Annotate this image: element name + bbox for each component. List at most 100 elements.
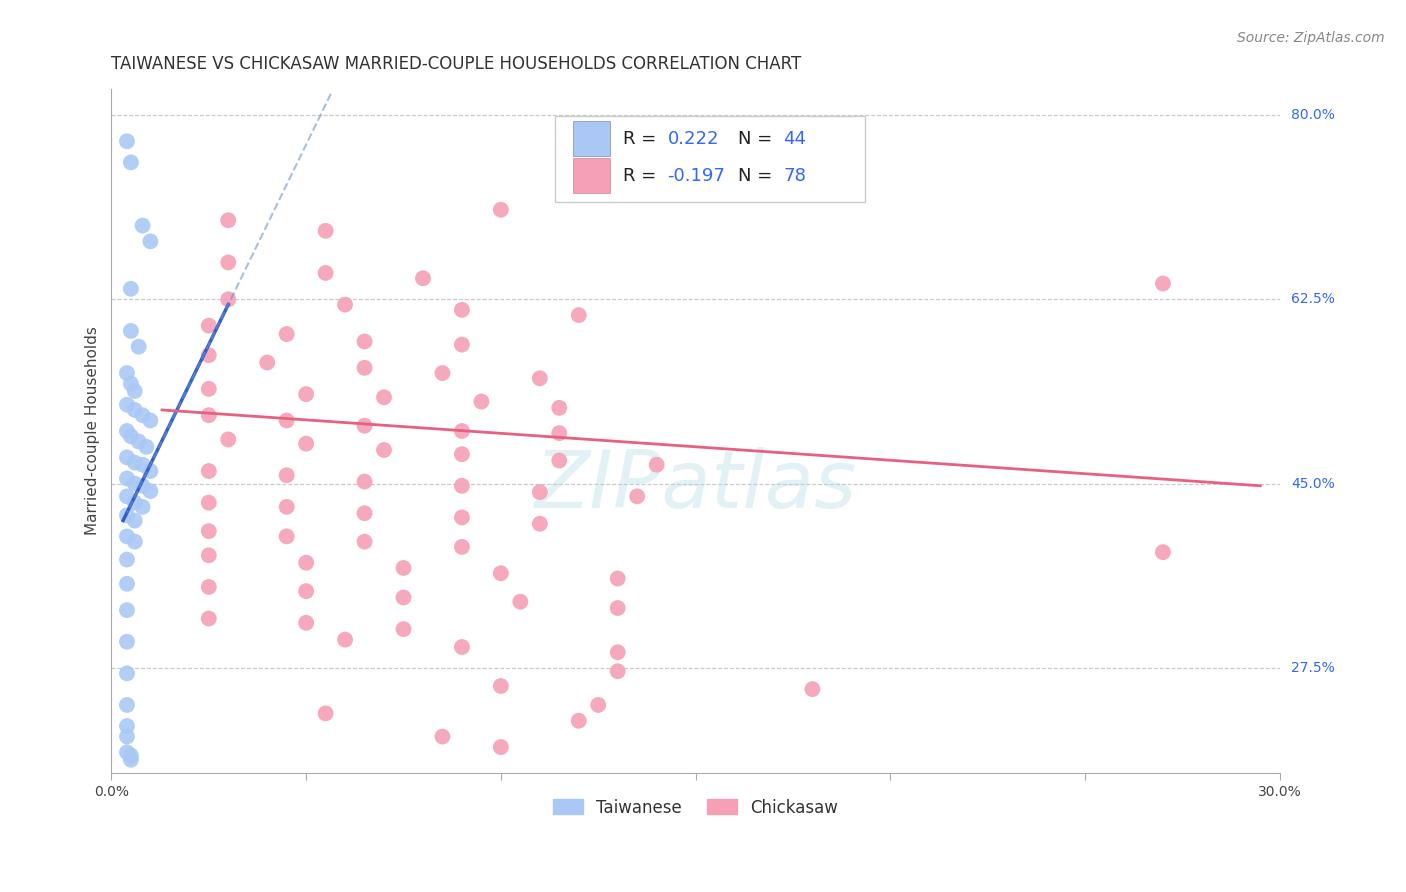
Y-axis label: Married-couple Households: Married-couple Households xyxy=(86,326,100,535)
Point xyxy=(606,601,628,615)
Text: TAIWANESE VS CHICKASAW MARRIED-COUPLE HOUSEHOLDS CORRELATION CHART: TAIWANESE VS CHICKASAW MARRIED-COUPLE HO… xyxy=(111,55,801,73)
Point xyxy=(333,297,356,311)
Point xyxy=(276,529,298,543)
Text: N =: N = xyxy=(738,129,778,147)
Point xyxy=(548,401,571,415)
Point xyxy=(315,266,337,280)
Point xyxy=(128,434,150,449)
Point xyxy=(124,496,146,510)
Point xyxy=(568,308,591,322)
Point xyxy=(120,376,142,391)
Point xyxy=(131,479,153,493)
Point xyxy=(451,424,474,438)
Text: N =: N = xyxy=(738,167,778,185)
Point xyxy=(120,324,142,338)
Point xyxy=(451,540,474,554)
Point xyxy=(392,622,415,636)
Point xyxy=(115,698,138,712)
Point xyxy=(276,500,298,514)
Point xyxy=(115,634,138,648)
Point xyxy=(115,730,138,744)
Legend: Taiwanese, Chickasaw: Taiwanese, Chickasaw xyxy=(547,792,845,823)
Point xyxy=(568,714,591,728)
Point xyxy=(197,580,219,594)
Point xyxy=(131,219,153,233)
Point xyxy=(295,387,318,401)
Point xyxy=(392,591,415,605)
Point xyxy=(217,433,239,447)
Point xyxy=(451,447,474,461)
Point xyxy=(139,413,162,427)
Point xyxy=(197,382,219,396)
Point xyxy=(353,334,375,349)
Point xyxy=(115,489,138,503)
Point xyxy=(120,155,142,169)
Point xyxy=(451,640,474,654)
Text: R =: R = xyxy=(623,167,662,185)
Point xyxy=(295,615,318,630)
Point xyxy=(135,440,157,454)
Point xyxy=(197,524,219,538)
Point xyxy=(115,529,138,543)
Point xyxy=(451,337,474,351)
Point xyxy=(124,456,146,470)
Point xyxy=(197,464,219,478)
FancyBboxPatch shape xyxy=(572,158,610,194)
Point xyxy=(489,740,512,755)
Text: R =: R = xyxy=(623,129,662,147)
Point xyxy=(801,682,824,697)
Text: 0.222: 0.222 xyxy=(668,129,718,147)
Point xyxy=(548,426,571,441)
Point xyxy=(333,632,356,647)
Text: Source: ZipAtlas.com: Source: ZipAtlas.com xyxy=(1237,31,1385,45)
Point xyxy=(124,514,146,528)
Point xyxy=(217,293,239,307)
Point xyxy=(131,500,153,514)
Point xyxy=(548,453,571,467)
Point xyxy=(217,213,239,227)
Point xyxy=(489,679,512,693)
Point xyxy=(115,745,138,759)
Point xyxy=(529,371,551,385)
Point xyxy=(124,534,146,549)
Point xyxy=(120,748,142,763)
Point xyxy=(139,484,162,499)
Point xyxy=(489,566,512,581)
Point xyxy=(115,424,138,438)
Point xyxy=(115,398,138,412)
Point xyxy=(197,549,219,563)
Point xyxy=(115,508,138,523)
FancyBboxPatch shape xyxy=(572,120,610,156)
Point xyxy=(197,496,219,510)
Point xyxy=(451,302,474,317)
Point xyxy=(197,348,219,362)
Point xyxy=(315,706,337,721)
Point xyxy=(432,730,454,744)
Point xyxy=(197,611,219,625)
Point xyxy=(606,645,628,659)
Point xyxy=(115,366,138,380)
Point xyxy=(256,355,278,369)
Point xyxy=(586,698,609,712)
Text: 44: 44 xyxy=(783,129,806,147)
Text: 45.0%: 45.0% xyxy=(1291,476,1334,491)
Point xyxy=(276,413,298,427)
Point xyxy=(509,595,531,609)
Point xyxy=(645,458,668,472)
Point xyxy=(606,665,628,679)
Point xyxy=(451,479,474,493)
Point xyxy=(197,318,219,333)
Point xyxy=(131,408,153,422)
Point xyxy=(451,510,474,524)
Text: 80.0%: 80.0% xyxy=(1291,108,1334,122)
Point xyxy=(128,340,150,354)
Text: 78: 78 xyxy=(783,167,806,185)
Point xyxy=(217,255,239,269)
Point xyxy=(295,556,318,570)
Point xyxy=(124,476,146,491)
Point xyxy=(120,282,142,296)
Point xyxy=(392,561,415,575)
Point xyxy=(432,366,454,380)
Point xyxy=(115,603,138,617)
Text: 27.5%: 27.5% xyxy=(1291,661,1334,675)
